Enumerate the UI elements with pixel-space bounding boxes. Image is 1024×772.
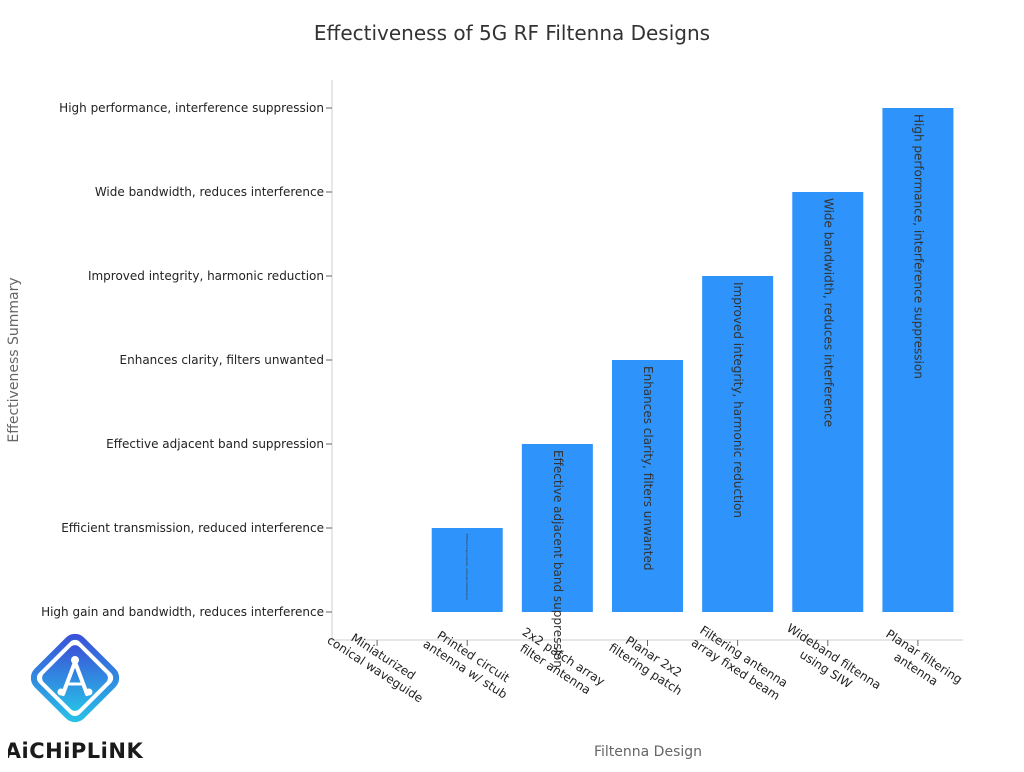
x-tick-label: Filtering antennaarray fixed beam (689, 623, 791, 703)
bar-data-label: High performance, interference suppressi… (911, 114, 925, 379)
bar (521, 444, 593, 612)
bar (612, 360, 683, 612)
y-tick-label: Improved integrity, harmonic reduction (88, 269, 324, 283)
bar (882, 108, 954, 612)
logo-icon: AiCHiPLiNK (5, 633, 143, 763)
bar-data-label: Wide bandwidth, reduces interference (821, 198, 835, 427)
y-axis-title: Effectiveness Summary (6, 277, 22, 442)
y-tick-label: Efficient transmission, reduced interfer… (61, 521, 324, 535)
y-tick-label: High performance, interference suppressi… (59, 101, 324, 115)
y-tick-label: High gain and bandwidth, reduces interfe… (41, 605, 324, 619)
x-tick-label: Planar filteringantenna (875, 627, 965, 699)
y-tick-label: Wide bandwidth, reduces interference (95, 185, 324, 199)
x-tick-label: Printed circuitantenna w/ stub (421, 624, 518, 701)
bar-data-label: Effective adjacent band suppression (551, 450, 565, 668)
x-tick-label: Miniaturizedconical waveguide (325, 620, 434, 705)
logo: AiCHiPLiNK (5, 630, 148, 763)
logo-text: AiCHiPLiNK (8, 739, 143, 762)
y-tick-label: Enhances clarity, filters unwanted (120, 353, 324, 367)
chart-title: Effectiveness of 5G RF Filtenna Designs (314, 21, 710, 45)
y-tick-label: Effective adjacent band suppression (106, 437, 324, 451)
bar (702, 276, 774, 612)
bar-data-label: Enhances clarity, filters unwanted (641, 366, 655, 570)
bar (431, 528, 503, 612)
bar (792, 192, 864, 612)
x-tick-label: Planar 2x2filtering patch (606, 628, 692, 698)
x-tick-label: Wideband filtennausing SIW (776, 621, 884, 705)
x-axis-title: Filtenna Design (594, 744, 702, 760)
bar-data-label: Improved integrity, harmonic reduction (731, 282, 745, 518)
bar-data-label: Efficient transmission, reduced interfer… (465, 534, 469, 600)
